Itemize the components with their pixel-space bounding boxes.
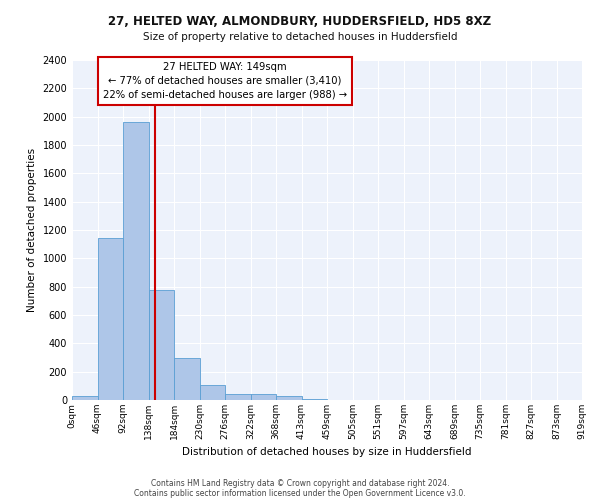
Bar bbox=[174, 358, 199, 400]
Text: 27, HELTED WAY, ALMONDBURY, HUDDERSFIELD, HD5 8XZ: 27, HELTED WAY, ALMONDBURY, HUDDERSFIELD… bbox=[109, 15, 491, 28]
Text: Contains HM Land Registry data © Crown copyright and database right 2024.: Contains HM Land Registry data © Crown c… bbox=[151, 478, 449, 488]
Bar bbox=[199, 385, 225, 400]
Bar bbox=[97, 238, 123, 400]
Text: Size of property relative to detached houses in Huddersfield: Size of property relative to detached ho… bbox=[143, 32, 457, 42]
Bar bbox=[123, 122, 149, 400]
Bar bbox=[149, 290, 174, 400]
Bar bbox=[302, 398, 327, 400]
Bar bbox=[276, 396, 302, 400]
X-axis label: Distribution of detached houses by size in Huddersfield: Distribution of detached houses by size … bbox=[182, 448, 472, 458]
Bar bbox=[72, 396, 97, 400]
Bar bbox=[225, 394, 251, 400]
Bar bbox=[251, 394, 276, 400]
Text: 27 HELTED WAY: 149sqm
← 77% of detached houses are smaller (3,410)
22% of semi-d: 27 HELTED WAY: 149sqm ← 77% of detached … bbox=[103, 62, 347, 100]
Text: Contains public sector information licensed under the Open Government Licence v3: Contains public sector information licen… bbox=[134, 488, 466, 498]
Y-axis label: Number of detached properties: Number of detached properties bbox=[27, 148, 37, 312]
